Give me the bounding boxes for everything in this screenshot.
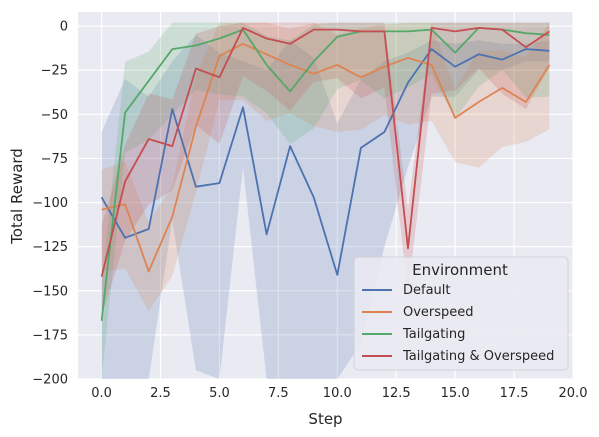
legend-title: Environment <box>412 261 508 279</box>
legend: Environment Default Overspeed Tailgating Ta… <box>353 256 569 371</box>
legend-label: Overspeed <box>403 305 474 320</box>
y-tick-label: −100 <box>32 196 68 211</box>
x-tick-label: 5.0 <box>209 386 230 401</box>
band-overspeed <box>101 22 550 312</box>
band-default <box>101 34 550 380</box>
line-tailgating <box>100 26 550 321</box>
y-tick-label: 0 <box>60 20 68 35</box>
legend-label: Tailgating <box>402 327 465 342</box>
x-tick-label: 7.5 <box>268 386 289 401</box>
y-tick-label: −175 <box>32 328 68 343</box>
y-tick-label: −50 <box>41 108 68 123</box>
x-tick-label: 0.0 <box>91 386 112 401</box>
x-tick-label: 17.5 <box>500 386 529 401</box>
x-tick-label: 12.5 <box>382 386 411 401</box>
y-tick-label: −25 <box>41 64 68 79</box>
line-tailgating-overspeed <box>100 26 550 277</box>
y-axis-label: Total Reward <box>8 148 26 245</box>
tick-labels: 0.0 2.5 5.0 7.5 10.0 12.5 15.0 17.5 20.0 0 −25 −50 −… <box>32 20 587 401</box>
x-tick-label: 15.0 <box>441 386 470 401</box>
series-lines <box>100 26 551 321</box>
legend-label: Default <box>403 283 451 298</box>
x-tick-label: 20.0 <box>559 386 588 401</box>
legend-box <box>353 256 569 371</box>
line-default <box>100 48 550 276</box>
x-axis-label: Step <box>308 410 342 428</box>
y-tick-label: −200 <box>32 373 68 388</box>
legend-label: Tailgating & Overspeed <box>402 349 554 364</box>
x-tick-label: 10.0 <box>323 386 352 401</box>
y-tick-label: −150 <box>32 284 68 299</box>
band-tailgating-overspeed <box>101 22 550 317</box>
x-tick-label: 2.5 <box>150 386 171 401</box>
y-tick-label: −125 <box>32 240 68 255</box>
line-overspeed <box>101 42 551 273</box>
y-tick-label: −75 <box>41 152 68 167</box>
